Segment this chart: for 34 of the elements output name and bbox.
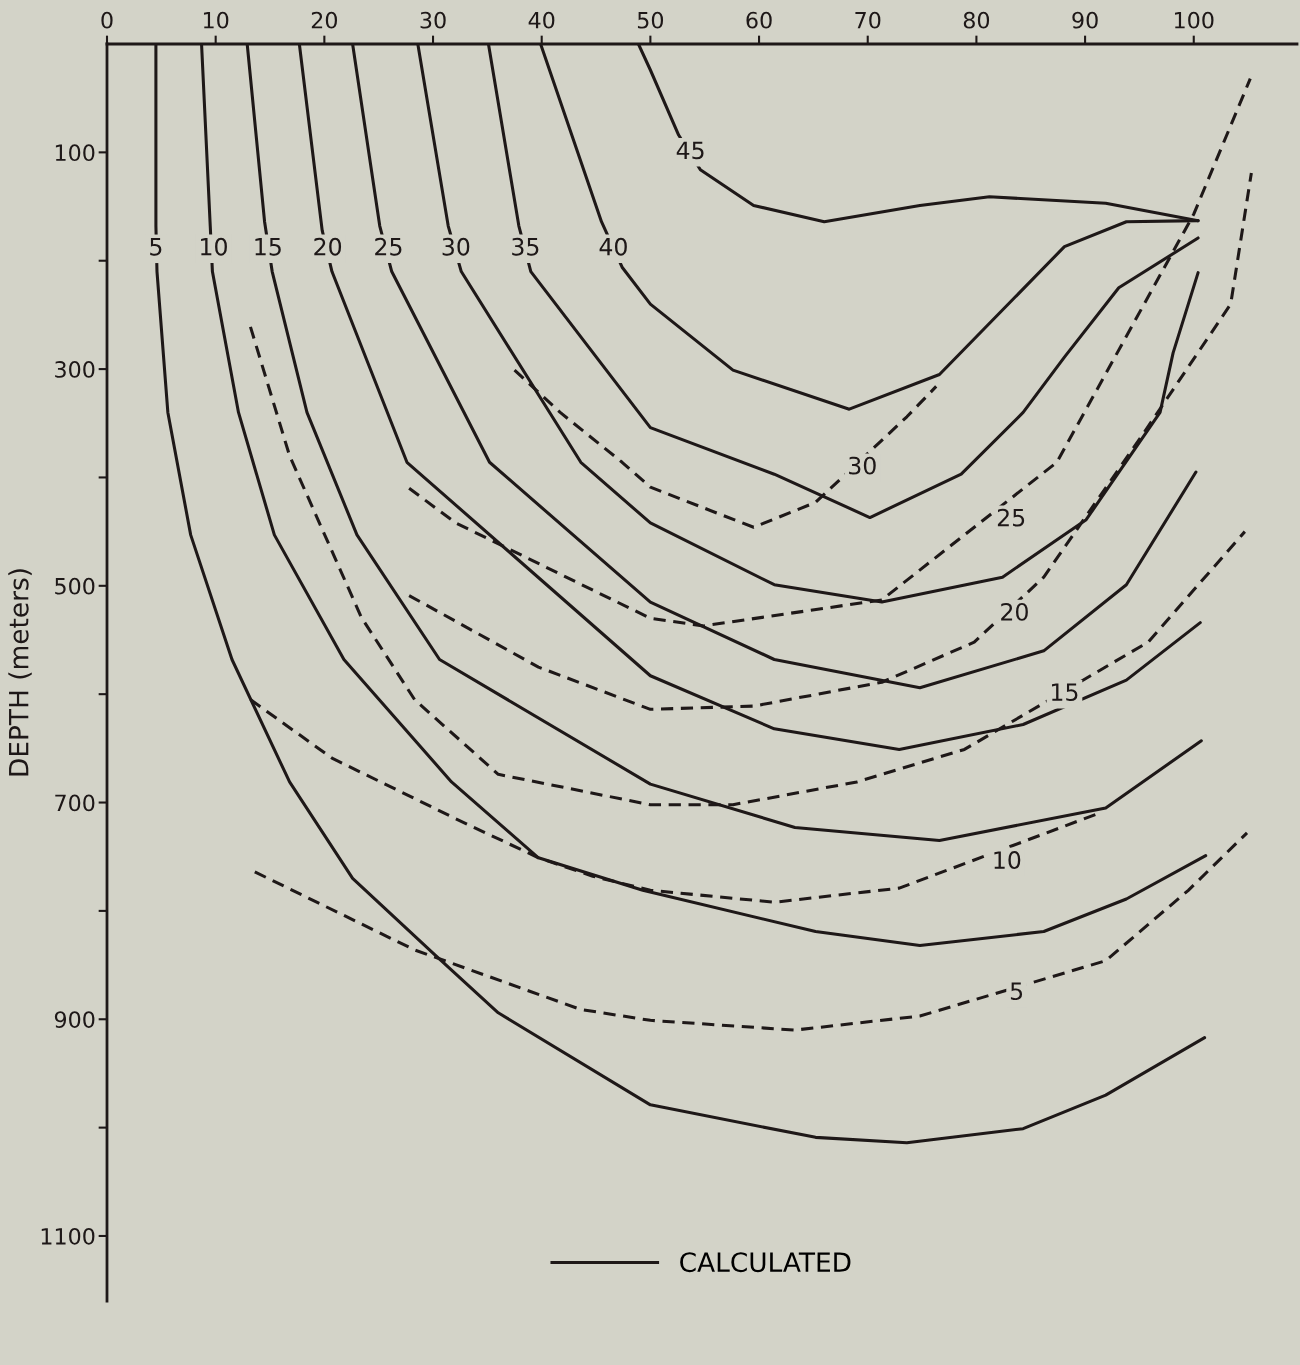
x-tick-label: 100 (1174, 11, 1214, 29)
annotation: 30 (849, 456, 876, 475)
x-tick-label: 80 (963, 11, 990, 29)
x-tick-label: 0 (101, 11, 113, 29)
annotation: 40 (599, 237, 627, 256)
x-tick-label: 10 (203, 11, 229, 29)
x-tick-label: 20 (311, 11, 338, 29)
y-tick-label: 900 (54, 1011, 95, 1029)
annotation: 5 (1010, 982, 1023, 1001)
y-tick-label: 700 (55, 794, 95, 812)
y-tick-label: 1100 (41, 1227, 95, 1245)
annotation: 35 (512, 237, 539, 256)
annotation: 20 (314, 237, 342, 256)
y-tick-label: 500 (55, 577, 95, 595)
legend-label: CALCULATED (680, 1252, 851, 1273)
annotation: 20 (1001, 602, 1028, 621)
annotation: 25 (997, 508, 1025, 527)
annotation: 15 (1052, 683, 1078, 702)
y-tick-label: 300 (55, 361, 95, 378)
x-tick-label: 70 (855, 11, 881, 29)
y-axis-title: DEPTH (meters) (8, 569, 32, 776)
annotation: 15 (255, 238, 281, 256)
x-tick-label: 60 (746, 11, 772, 29)
annotation: 10 (201, 237, 227, 256)
x-tick-label: 40 (528, 11, 555, 29)
x-tick-label: 90 (1072, 11, 1098, 29)
x-tick-label: 50 (637, 11, 664, 29)
annotation: 10 (994, 851, 1021, 869)
annotation: 45 (676, 141, 704, 160)
annotation: 5 (150, 238, 162, 256)
annotation: 25 (375, 237, 402, 256)
y-tick-label: 100 (55, 144, 95, 162)
annotation: 30 (442, 237, 470, 256)
x-tick-label: 30 (420, 11, 446, 29)
